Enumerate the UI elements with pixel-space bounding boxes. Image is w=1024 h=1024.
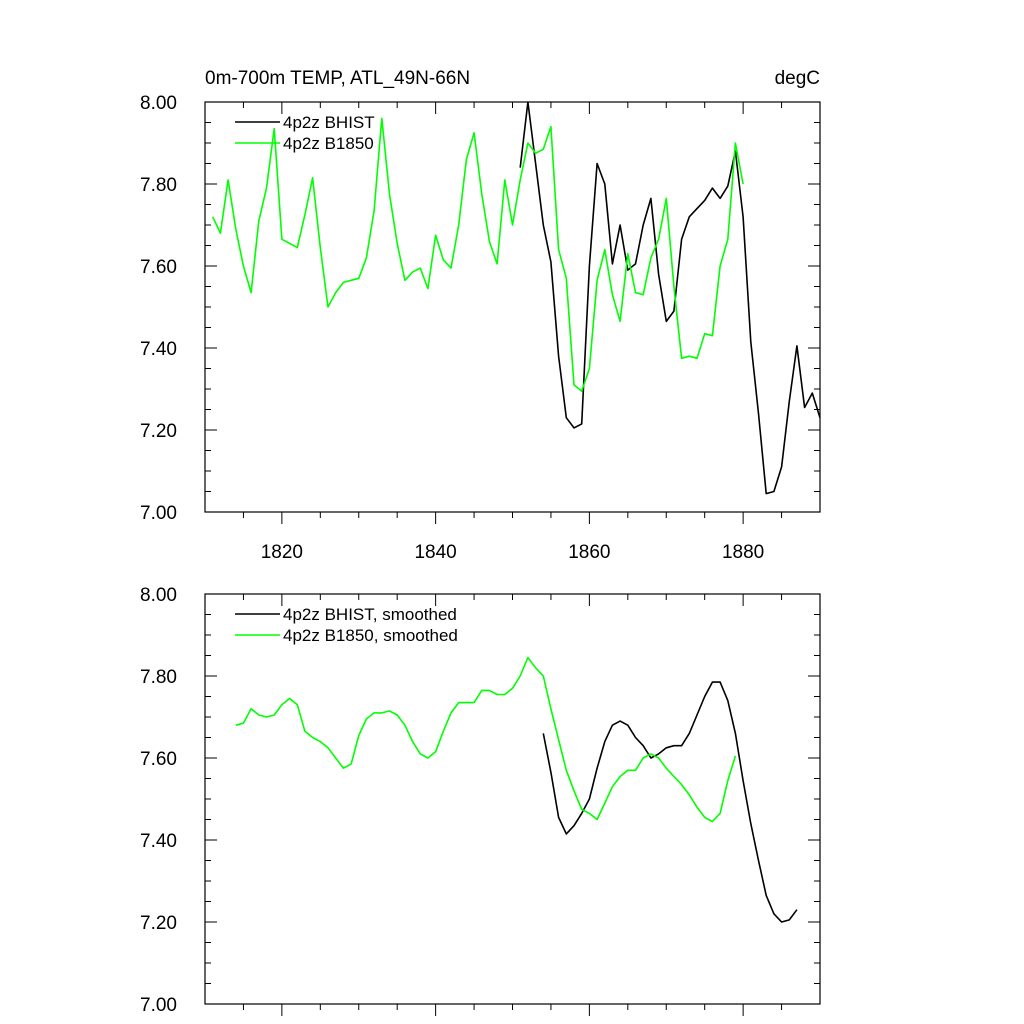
top-legend-label-1: 4p2z B1850 [283,134,374,153]
top-plot-frame [204,101,821,513]
top-y-tick-label: 8.00 [140,93,177,114]
bottom-series-line-0 [542,681,798,923]
top-series-line-1 [211,117,744,392]
top-series-line-0 [519,101,821,495]
bottom-series-line-1 [235,656,737,823]
bottom-legend-label-1: 4p2z B1850, smoothed [283,626,458,645]
bottom-y-tick-label: 7.60 [140,749,177,770]
bottom-y-tick-label: 7.00 [140,995,177,1016]
bottom-line-chart: 7.00 7.20 7.40 7.60 7.80 8.00 4p2z BHIST, smoo… [140,585,821,1016]
top-x-tick-label: 1820 [261,542,303,563]
bottom-y-tick-label: 7.80 [140,667,177,688]
top-y-tick-label: 7.40 [140,339,177,360]
bottom-legend-label-0: 4p2z BHIST, smoothed [283,605,457,624]
top-x-tick-label: 1880 [722,542,764,563]
top-y-tick-label: 7.20 [140,421,177,442]
bottom-plot-frame [204,593,821,1005]
top-chart-title: 0m-700m TEMP, ATL_49N-66N [205,68,470,89]
top-units-label: degC [775,68,820,89]
top-y-tick-label: 7.80 [140,175,177,196]
bottom-y-tick-label: 7.20 [140,913,177,934]
bottom-y-tick-label: 8.00 [140,585,177,606]
top-y-tick-label: 7.00 [140,503,177,524]
top-x-tick-label: 1840 [414,542,456,563]
top-line-chart: 7.00 7.20 7.40 7.60 7.80 8.00 1820 1840 1860 1880… [140,68,821,563]
top-x-tick-label: 1860 [568,542,610,563]
bottom-y-tick-label: 7.40 [140,831,177,852]
top-y-tick-label: 7.60 [140,257,177,278]
top-legend-label-0: 4p2z BHIST [283,113,375,132]
